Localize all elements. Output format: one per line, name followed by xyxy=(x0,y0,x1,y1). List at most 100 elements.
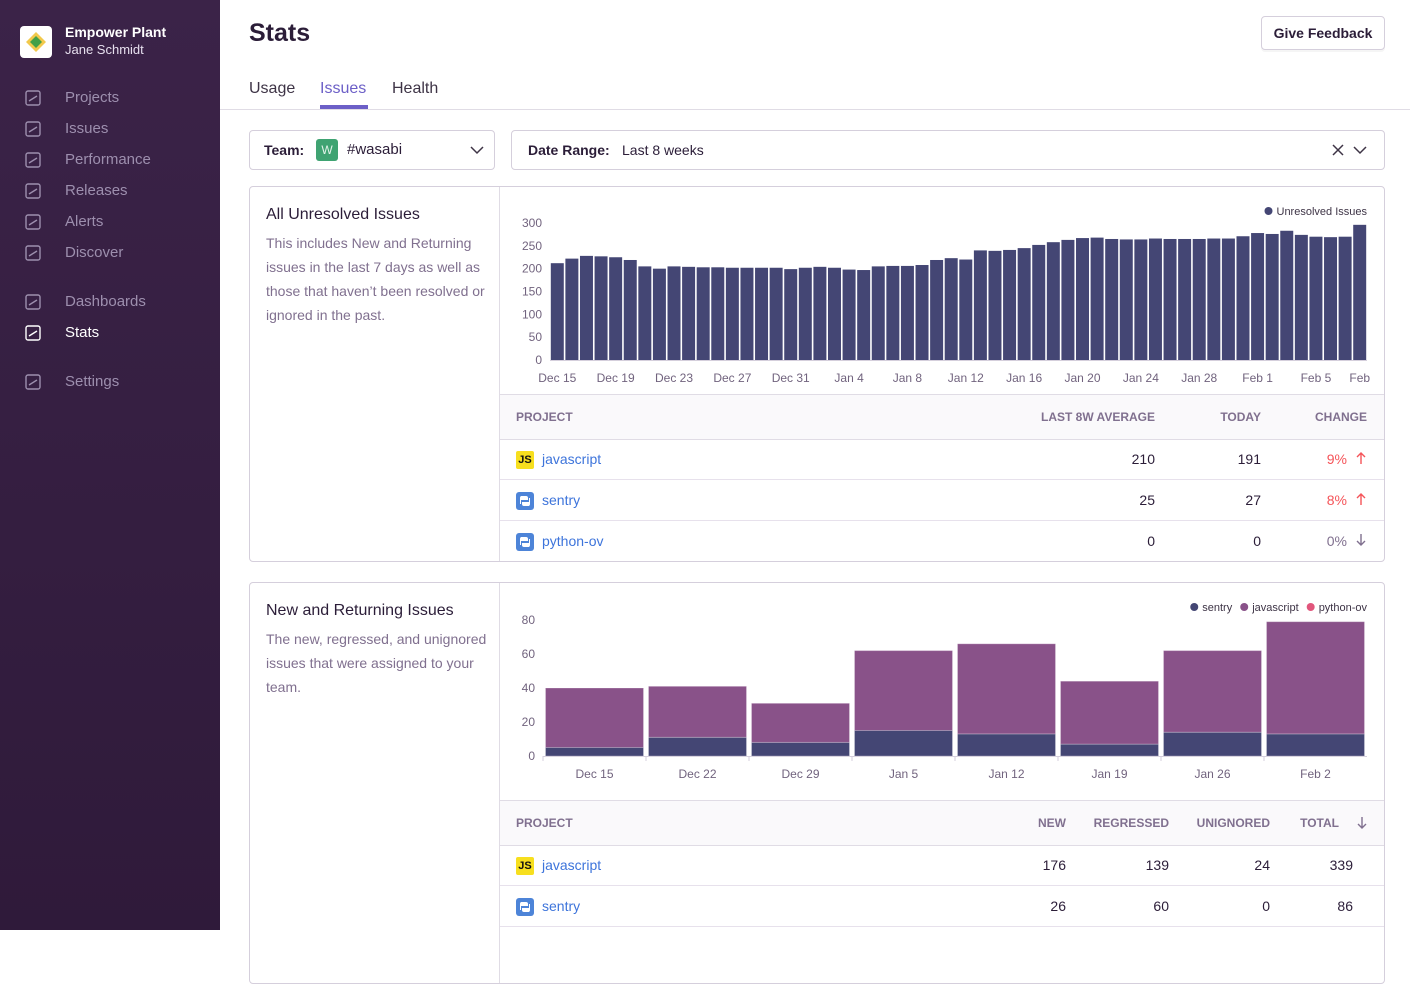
sort-icon xyxy=(1357,817,1367,829)
table-cell: 0 xyxy=(1253,533,1261,549)
table-header: PROJECT LAST 8W AVERAGE TODAY CHANGE xyxy=(500,394,1384,440)
org-logo[interactable] xyxy=(20,26,52,58)
icon-shape xyxy=(25,152,41,168)
table-cell: 191 xyxy=(1237,451,1261,467)
nav-label[interactable]: Stats xyxy=(65,324,100,341)
team-selector[interactable]: Team: W #wasabi xyxy=(249,130,495,170)
project-link[interactable]: javascript xyxy=(542,857,602,873)
column-header[interactable]: CHANGE xyxy=(1314,410,1367,424)
column-header[interactable]: PROJECT xyxy=(516,410,573,424)
bar xyxy=(1265,233,1279,360)
icon-glyph xyxy=(519,496,531,506)
nav-icon xyxy=(25,294,41,310)
project-link[interactable]: python-ov xyxy=(542,533,604,549)
column-header[interactable]: UNIGNORED xyxy=(1196,816,1270,830)
nav-label[interactable]: Alerts xyxy=(65,213,104,230)
project-link[interactable]: sentry xyxy=(542,492,581,508)
user-name: Jane Schmidt xyxy=(65,42,144,57)
icon-shape xyxy=(28,219,38,226)
x-tick-label: Dec 22 xyxy=(678,767,716,781)
column-header[interactable]: NEW xyxy=(1038,816,1066,830)
table-cell: 210 xyxy=(1131,451,1155,467)
bar xyxy=(842,269,856,360)
nav-label[interactable]: Settings xyxy=(65,373,120,390)
column-header[interactable]: LAST 8W AVERAGE xyxy=(1040,410,1155,424)
date-range-selector[interactable]: Date Range: Last 8 weeks xyxy=(511,130,1385,170)
y-tick-label: 0 xyxy=(535,353,542,367)
nav-item[interactable]: Alerts xyxy=(24,210,220,234)
bar xyxy=(1221,238,1235,360)
legend-swatch xyxy=(1306,603,1315,611)
nav-label[interactable]: Releases xyxy=(65,182,128,199)
nav-item[interactable]: Discover xyxy=(24,241,220,265)
bar xyxy=(988,250,1002,360)
feedback-button[interactable]: Give Feedback xyxy=(1261,16,1385,50)
nav-item[interactable]: Projects xyxy=(24,86,220,110)
column-header[interactable]: PROJECT xyxy=(516,816,573,830)
y-tick-label: 80 xyxy=(522,613,536,627)
bar xyxy=(1353,224,1367,360)
nav-label[interactable]: Dashboards xyxy=(65,293,146,310)
y-tick-label: 20 xyxy=(522,715,536,729)
icon-glyph xyxy=(519,902,531,912)
x-tick-label: Dec 31 xyxy=(772,371,810,385)
nav-item[interactable]: Performance xyxy=(24,148,220,172)
bar xyxy=(930,259,944,360)
y-tick-label: 50 xyxy=(529,330,543,344)
panel-description: This includes New and Returning issues i… xyxy=(266,235,485,323)
nav-label[interactable]: Performance xyxy=(65,151,151,168)
bar xyxy=(1266,621,1365,735)
project-link[interactable]: javascript xyxy=(542,451,602,467)
icon-shape xyxy=(28,188,38,195)
bar xyxy=(854,730,953,757)
org-name[interactable]: Empower Plant xyxy=(65,24,167,40)
header-divider xyxy=(220,109,1410,110)
x-tick-label: Jan 20 xyxy=(1064,371,1100,385)
bar xyxy=(886,265,900,360)
icon-bg xyxy=(516,898,534,916)
chevron xyxy=(470,146,484,155)
clear-icon[interactable] xyxy=(1332,144,1344,156)
icon-shape xyxy=(28,299,38,306)
y-tick-label: 60 xyxy=(522,647,536,661)
column-header[interactable]: REGRESSED xyxy=(1093,816,1169,830)
trend-arrow xyxy=(1356,452,1366,464)
nav-icon xyxy=(25,152,41,168)
nav-label[interactable]: Projects xyxy=(65,89,120,106)
table-cell: 339 xyxy=(1329,857,1353,873)
project-link[interactable]: sentry xyxy=(542,898,581,914)
legend-label: Unresolved Issues xyxy=(1277,206,1368,218)
tab[interactable]: Usage xyxy=(249,80,296,97)
nav-item[interactable]: Dashboards xyxy=(24,290,220,314)
column-header[interactable]: TODAY xyxy=(1220,410,1261,424)
bar xyxy=(1309,236,1323,360)
bar xyxy=(813,266,827,360)
column-header[interactable]: TOTAL xyxy=(1300,816,1339,830)
nav-item[interactable]: Settings xyxy=(24,370,220,394)
project-icon xyxy=(516,533,534,551)
bar xyxy=(648,736,747,757)
tab-active[interactable]: Issues xyxy=(320,80,367,97)
table-cell: 0 xyxy=(1147,533,1155,549)
x-tick-label: Feb 1 xyxy=(1242,371,1273,385)
nav-item[interactable]: Issues xyxy=(24,117,220,141)
nav-item[interactable]: Releases xyxy=(24,179,220,203)
bar xyxy=(1003,249,1017,360)
bar xyxy=(755,267,769,360)
arrow xyxy=(1356,493,1366,505)
nav-icon xyxy=(25,214,41,230)
trend-arrow xyxy=(1356,534,1366,546)
project-icon xyxy=(516,492,534,510)
nav-item-active[interactable]: Stats xyxy=(24,321,220,345)
bar xyxy=(900,265,914,360)
legend-label: python-ov xyxy=(1319,602,1368,614)
bar xyxy=(1105,238,1119,360)
arrow xyxy=(1356,452,1366,464)
nav-label[interactable]: Issues xyxy=(65,120,109,137)
table-header: PROJECT NEW REGRESSED UNIGNORED TOTAL xyxy=(500,800,1384,846)
tab[interactable]: Health xyxy=(392,80,439,97)
x-tick-label: Dec 15 xyxy=(575,767,613,781)
nav-label[interactable]: Discover xyxy=(65,244,124,261)
icon-shape xyxy=(28,379,38,386)
